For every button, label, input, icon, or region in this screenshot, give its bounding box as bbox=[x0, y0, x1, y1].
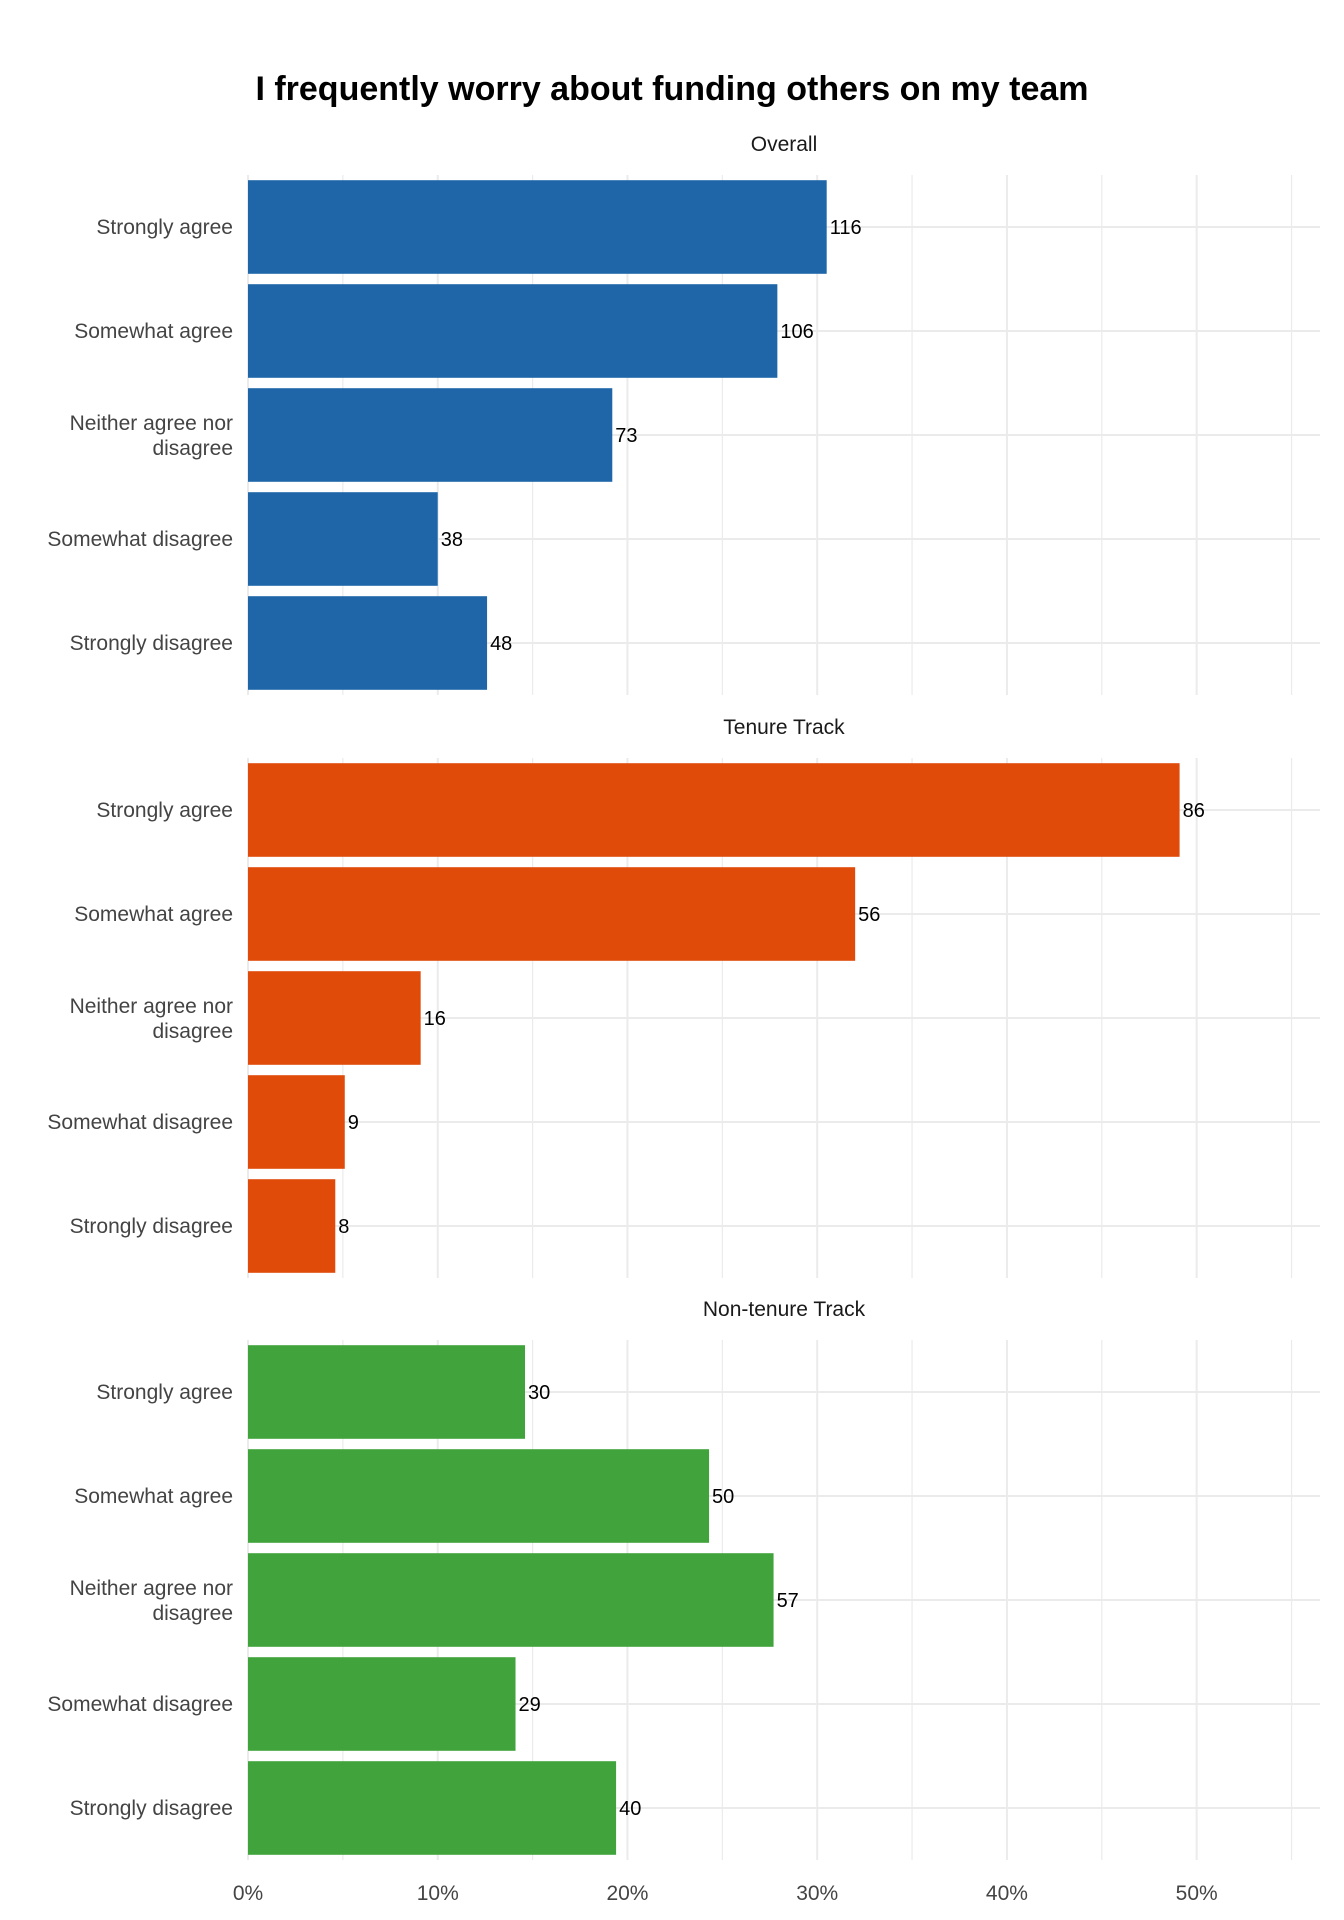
value-label-overall-somewhat-agree: 106 bbox=[780, 321, 813, 343]
bar-non-tenure-track-somewhat-disagree bbox=[248, 1657, 516, 1751]
x-tick-label: 40% bbox=[986, 1882, 1028, 1905]
value-label-tenure-track-somewhat-disagree: 9 bbox=[348, 1112, 359, 1134]
bar-overall-somewhat-disagree bbox=[248, 492, 438, 586]
x-tick-label: 10% bbox=[417, 1882, 459, 1905]
chart-title: I frequently worry about funding others … bbox=[255, 70, 1089, 108]
category-label-tenure-track-somewhat-agree: Somewhat agree bbox=[74, 903, 233, 926]
bar-tenure-track-somewhat-disagree bbox=[248, 1075, 345, 1169]
bar-tenure-track-somewhat-agree bbox=[248, 867, 856, 961]
category-label-overall-somewhat-agree: Somewhat agree bbox=[74, 320, 233, 343]
value-label-non-tenure-track-somewhat-agree: 50 bbox=[712, 1486, 734, 1508]
value-label-non-tenure-track-neither-agree-nor-disagree: 57 bbox=[777, 1590, 799, 1612]
bar-tenure-track-strongly-agree bbox=[248, 763, 1180, 857]
category-label-non-tenure-track-neither-agree-nor-disagree: Neither agree nor disagree bbox=[70, 1577, 233, 1625]
category-label-overall-somewhat-disagree: Somewhat disagree bbox=[47, 528, 233, 551]
category-label-non-tenure-track-somewhat-disagree: Somewhat disagree bbox=[47, 1693, 233, 1716]
x-tick-label: 30% bbox=[796, 1882, 838, 1905]
x-tick-label: 20% bbox=[606, 1882, 648, 1905]
category-label-overall-strongly-disagree: Strongly disagree bbox=[70, 632, 233, 655]
bar-overall-strongly-agree bbox=[248, 180, 827, 274]
bar-non-tenure-track-somewhat-agree bbox=[248, 1449, 710, 1543]
category-label-tenure-track-neither-agree-nor-disagree: Neither agree nor disagree bbox=[70, 995, 233, 1043]
bar-overall-strongly-disagree bbox=[248, 596, 488, 690]
bar-overall-somewhat-agree bbox=[248, 284, 778, 378]
category-label-non-tenure-track-strongly-agree: Strongly agree bbox=[96, 1381, 233, 1404]
value-label-overall-strongly-agree: 116 bbox=[830, 217, 862, 239]
bar-non-tenure-track-strongly-agree bbox=[248, 1345, 526, 1439]
value-label-tenure-track-strongly-agree: 86 bbox=[1183, 800, 1205, 822]
value-label-tenure-track-strongly-disagree: 8 bbox=[338, 1216, 349, 1238]
category-label-tenure-track-somewhat-disagree: Somewhat disagree bbox=[47, 1111, 233, 1134]
value-label-overall-somewhat-disagree: 38 bbox=[441, 529, 463, 551]
facet-label-non-tenure-track: Non-tenure Track bbox=[703, 1298, 866, 1321]
x-tick-label: 0% bbox=[233, 1882, 263, 1905]
category-label-non-tenure-track-strongly-disagree: Strongly disagree bbox=[70, 1797, 233, 1820]
value-label-non-tenure-track-strongly-agree: 30 bbox=[528, 1382, 550, 1404]
x-tick-label: 50% bbox=[1176, 1882, 1218, 1905]
value-label-overall-neither-agree-nor-disagree: 73 bbox=[615, 425, 637, 447]
bar-non-tenure-track-neither-agree-nor-disagree bbox=[248, 1553, 774, 1647]
value-label-non-tenure-track-somewhat-disagree: 29 bbox=[519, 1694, 541, 1716]
value-label-overall-strongly-disagree: 48 bbox=[490, 633, 512, 655]
facet-label-tenure-track: Tenure Track bbox=[723, 716, 845, 739]
category-label-tenure-track-strongly-agree: Strongly agree bbox=[96, 799, 233, 822]
bar-non-tenure-track-strongly-disagree bbox=[248, 1761, 617, 1855]
category-label-overall-neither-agree-nor-disagree: Neither agree nor disagree bbox=[70, 412, 233, 460]
value-label-tenure-track-somewhat-agree: 56 bbox=[858, 904, 880, 926]
bar-overall-neither-agree-nor-disagree bbox=[248, 388, 613, 482]
bar-tenure-track-strongly-disagree bbox=[248, 1179, 336, 1273]
facet-label-overall: Overall bbox=[751, 133, 818, 156]
category-label-overall-strongly-agree: Strongly agree bbox=[96, 216, 233, 239]
category-label-tenure-track-strongly-disagree: Strongly disagree bbox=[70, 1215, 233, 1238]
value-label-tenure-track-neither-agree-nor-disagree: 16 bbox=[424, 1008, 446, 1030]
category-label-non-tenure-track-somewhat-agree: Somewhat agree bbox=[74, 1485, 233, 1508]
bar-tenure-track-neither-agree-nor-disagree bbox=[248, 971, 421, 1065]
value-label-non-tenure-track-strongly-disagree: 40 bbox=[619, 1798, 641, 1820]
